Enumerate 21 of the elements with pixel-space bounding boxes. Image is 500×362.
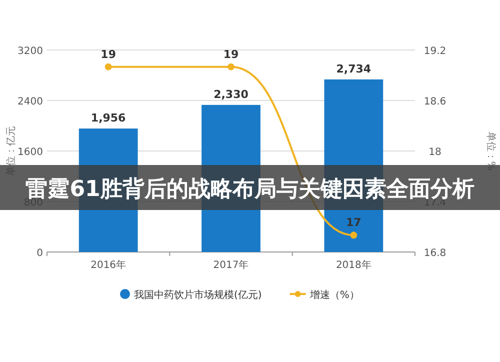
y-tick-label: 2400 — [18, 96, 43, 108]
legend-label: 增速（%） — [308, 289, 360, 301]
data-label: 19 — [100, 48, 116, 61]
data-label: 1,956 — [90, 112, 126, 125]
y-tick-label: 0 — [36, 248, 43, 259]
y2-tick-label: 19.2 — [424, 46, 446, 57]
y2-axis-title: 单位：% — [485, 131, 497, 171]
y2-tick-label: 18 — [428, 147, 442, 158]
y-tick-label: 800 — [24, 198, 43, 208]
x-tick-label: 2017年 — [213, 259, 249, 271]
data-label: 17 — [346, 216, 362, 230]
data-label: 2,330 — [214, 88, 249, 101]
data-label: 2,734 — [336, 62, 372, 76]
y2-tick-label: 18.6 — [424, 96, 446, 108]
x-tick-label: 2016年 — [90, 259, 126, 271]
legend-label: 我国中药饮片市场规模(亿元) — [134, 289, 262, 301]
y2-tick-label: 16.8 — [424, 248, 446, 259]
x-tick-label: 2018年 — [336, 259, 372, 271]
data-label: 19 — [223, 48, 239, 61]
y-tick-label: 1600 — [18, 147, 43, 158]
y-tick-label: 3200 — [18, 46, 43, 57]
